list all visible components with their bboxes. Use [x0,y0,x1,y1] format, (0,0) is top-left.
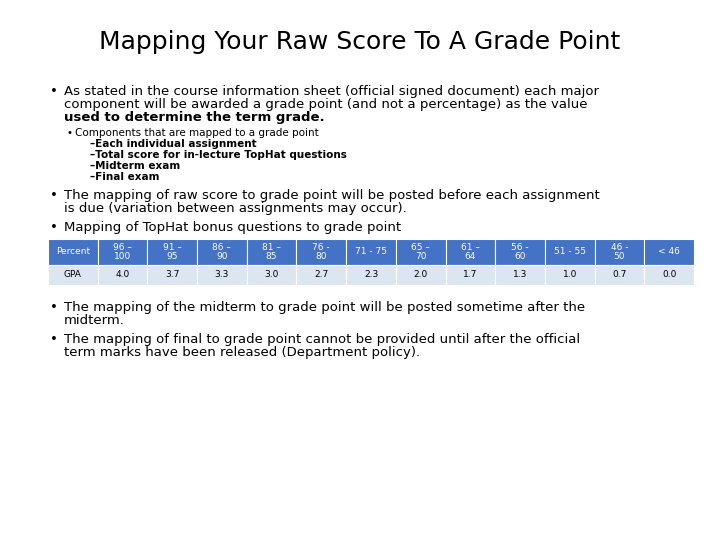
Text: midterm.: midterm. [64,314,125,327]
Text: 81 –
85: 81 – 85 [262,242,281,261]
Text: 86 –
90: 86 – 90 [212,242,231,261]
Text: 1.0: 1.0 [562,271,577,280]
Text: 0.7: 0.7 [612,271,626,280]
Text: is due (variation between assignments may occur).: is due (variation between assignments ma… [64,202,407,215]
Bar [495,265,545,285]
Text: 46 -
50: 46 - 50 [611,242,629,261]
Text: 2.3: 2.3 [364,271,378,280]
Text: 91 –
95: 91 – 95 [163,242,181,261]
Text: As stated in the course information sheet (official signed document) each major: As stated in the course information shee… [64,85,599,98]
Bar [48,239,98,265]
Text: 3.3: 3.3 [215,271,229,280]
Bar [644,265,694,285]
Text: •: • [50,221,58,234]
Text: Mapping Your Raw Score To A Grade Point: Mapping Your Raw Score To A Grade Point [99,30,621,54]
Text: 2.0: 2.0 [413,271,428,280]
Bar [446,239,495,265]
Text: •: • [67,128,73,138]
Bar [148,265,197,285]
Text: 0.0: 0.0 [662,271,676,280]
Bar [148,239,197,265]
Text: 3.0: 3.0 [264,271,279,280]
Text: Percent: Percent [55,247,90,256]
Bar [595,239,644,265]
Text: 1.7: 1.7 [463,271,477,280]
Text: component will be awarded a grade point (and not a percentage) as the value: component will be awarded a grade point … [64,98,588,111]
Bar [644,239,694,265]
Text: 1.3: 1.3 [513,271,527,280]
Bar [98,265,148,285]
Bar [446,265,495,285]
Bar [197,239,247,265]
Text: Components that are mapped to a grade point: Components that are mapped to a grade po… [75,128,319,138]
Bar [495,239,545,265]
Text: –Total score for in-lecture TopHat questions: –Total score for in-lecture TopHat quest… [90,150,347,160]
Text: GPA: GPA [64,271,82,280]
Text: –Midterm exam: –Midterm exam [90,161,180,171]
Text: The mapping of raw score to grade point will be posted before each assignment: The mapping of raw score to grade point … [64,189,600,202]
Text: –Each individual assignment: –Each individual assignment [90,139,256,149]
Text: 4.0: 4.0 [115,271,130,280]
Bar [396,239,446,265]
Text: 56 -
60: 56 - 60 [511,242,529,261]
Text: 61 –
64: 61 – 64 [461,242,480,261]
Text: •: • [50,189,58,202]
Bar [595,265,644,285]
Bar [247,239,297,265]
Text: term marks have been released (Department policy).: term marks have been released (Departmen… [64,346,420,359]
Text: •: • [50,301,58,314]
Bar [396,265,446,285]
Bar [545,239,595,265]
Text: 3.7: 3.7 [165,271,179,280]
Bar [247,265,297,285]
Bar [545,265,595,285]
Text: Mapping of TopHat bonus questions to grade point: Mapping of TopHat bonus questions to gra… [64,221,401,234]
Text: •: • [50,85,58,98]
Text: The mapping of the midterm to grade point will be posted sometime after the: The mapping of the midterm to grade poin… [64,301,585,314]
Text: •: • [50,333,58,346]
Text: 2.7: 2.7 [314,271,328,280]
Text: –Final exam: –Final exam [90,172,160,182]
Bar [297,239,346,265]
Text: 96 –
100: 96 – 100 [113,242,132,261]
Text: 71 - 75: 71 - 75 [355,247,387,256]
Bar [346,239,396,265]
Bar [346,265,396,285]
Text: The mapping of final to grade point cannot be provided until after the official: The mapping of final to grade point cann… [64,333,580,346]
Text: 76 -
80: 76 - 80 [312,242,330,261]
Bar [297,265,346,285]
Bar [98,239,148,265]
Text: used to determine the term grade.: used to determine the term grade. [64,111,325,124]
Text: < 46: < 46 [658,247,680,256]
Bar [197,265,247,285]
Text: 65 –
70: 65 – 70 [411,242,430,261]
Bar [48,265,98,285]
Text: 51 - 55: 51 - 55 [554,247,586,256]
